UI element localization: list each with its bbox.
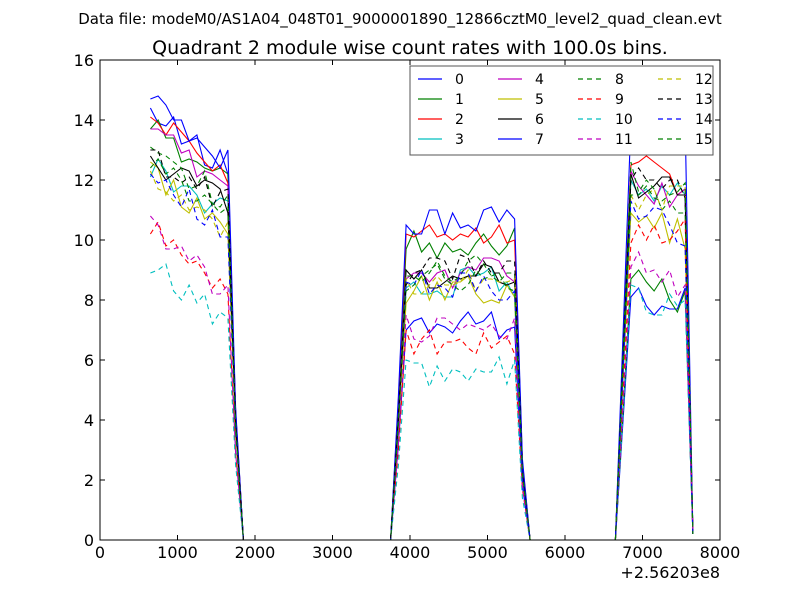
series-line-12 <box>149 170 694 541</box>
x-tick-label: 6000 <box>545 543 586 562</box>
x-axis: 0 1000 2000 3000 4000 5000 6000 7000 8000 <box>95 60 740 562</box>
legend-label-8: 8 <box>615 72 624 88</box>
y-tick-label: 0 <box>84 531 94 550</box>
y-tick-label: 16 <box>74 51 94 70</box>
legend-label-9: 9 <box>615 92 624 108</box>
legend-label-1: 1 <box>455 92 464 108</box>
legend-label-6: 6 <box>535 112 544 128</box>
x-tick-label: 7000 <box>622 543 663 562</box>
y-tick-label: 14 <box>74 111 94 130</box>
chart-suptitle: Data file: modeM0/AS1A04_048T01_90000018… <box>78 10 722 29</box>
x-offset-label: +2.56203e8 <box>620 563 720 582</box>
legend-label-14: 14 <box>695 112 713 128</box>
legend-label-5: 5 <box>535 92 544 108</box>
legend-label-2: 2 <box>455 112 464 128</box>
legend-label-3: 3 <box>455 132 464 148</box>
x-tick-label: 3000 <box>312 543 353 562</box>
legend-label-11: 11 <box>615 132 633 148</box>
legend-label-4: 4 <box>535 72 544 88</box>
series-line-15 <box>149 158 694 541</box>
chart-title: Quadrant 2 module wise count rates with … <box>152 37 668 59</box>
x-tick-label: 8000 <box>700 543 741 562</box>
legend-label-13: 13 <box>695 92 713 108</box>
series-line-6 <box>149 155 694 541</box>
x-tick-label: 2000 <box>235 543 276 562</box>
series-line-14 <box>149 173 694 541</box>
x-tick-label: 1000 <box>157 543 198 562</box>
y-tick-label: 12 <box>74 171 94 190</box>
series-line-3 <box>149 157 694 541</box>
series-line-11 <box>149 215 694 541</box>
series-line-5 <box>150 161 694 541</box>
plot-lines <box>149 95 694 541</box>
y-tick-label: 4 <box>84 411 94 430</box>
legend-label-15: 15 <box>695 132 713 148</box>
y-tick-label: 2 <box>84 471 94 490</box>
x-tick-label: 4000 <box>390 543 431 562</box>
y-tick-label: 10 <box>74 231 94 250</box>
x-tick-label: 0 <box>95 543 105 562</box>
legend-box <box>409 65 714 156</box>
legend-label-0: 0 <box>455 72 464 88</box>
legend-label-10: 10 <box>615 112 633 128</box>
series-line-9 <box>149 217 694 541</box>
series-line-8 <box>150 146 694 541</box>
y-tick-label: 6 <box>84 351 94 370</box>
legend-label-7: 7 <box>535 132 544 148</box>
legend-label-12: 12 <box>695 72 713 88</box>
y-tick-label: 8 <box>84 291 94 310</box>
x-tick-label: 5000 <box>467 543 508 562</box>
